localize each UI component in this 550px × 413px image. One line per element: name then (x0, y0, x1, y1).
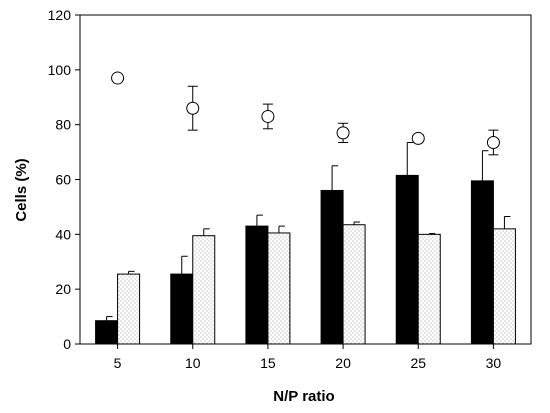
error-bar (203, 228, 210, 236)
bar-black (395, 174, 419, 345)
y-tick-label: 120 (48, 7, 72, 23)
bar-dotted (117, 273, 141, 345)
x-tick-label: 30 (486, 355, 502, 371)
data-marks (95, 71, 516, 345)
error-bar (331, 165, 339, 191)
x-tick-label: 15 (260, 355, 276, 371)
error-bar (128, 270, 135, 275)
error-bar (406, 141, 414, 176)
error-bar (106, 316, 113, 321)
bar-black (95, 320, 119, 345)
data-point (336, 126, 350, 140)
bar-black (245, 225, 269, 345)
bar-dotted (267, 232, 291, 345)
x-tick-label: 10 (185, 355, 201, 371)
data-point (261, 109, 275, 123)
axes: 0 20 40 60 80 100 120 5 10 15 20 25 30 (48, 7, 532, 371)
bar-black (470, 180, 494, 345)
error-bar (481, 150, 489, 181)
y-tick-label: 80 (55, 117, 71, 133)
y-tick-label: 100 (48, 62, 72, 78)
bar-black (320, 189, 344, 345)
x-tick-label: 20 (335, 355, 351, 371)
y-tick-label: 0 (63, 336, 71, 352)
error-bar (181, 255, 188, 275)
bar-dotted (492, 228, 516, 345)
data-point (486, 135, 500, 149)
bar-black (170, 273, 194, 345)
bar-dotted (342, 224, 366, 345)
bar-dotted (192, 235, 216, 345)
error-bar (256, 214, 263, 227)
y-tick-label: 60 (55, 172, 71, 188)
error-bar (428, 233, 436, 235)
y-axis-label: Cells (%) (13, 158, 30, 221)
error-bar (278, 225, 285, 233)
error-bar (353, 221, 361, 225)
y-tick-label: 20 (55, 281, 71, 297)
bar-dotted (417, 233, 441, 345)
x-tick-label: 5 (114, 355, 122, 371)
data-point (186, 101, 200, 115)
plot-frame (79, 14, 532, 345)
y-tick-label: 40 (55, 226, 71, 242)
x-tick-label: 25 (410, 355, 426, 371)
x-axis-label: N/P ratio (273, 388, 334, 405)
data-point (411, 131, 425, 145)
data-point (111, 71, 125, 85)
error-bar (503, 216, 511, 229)
